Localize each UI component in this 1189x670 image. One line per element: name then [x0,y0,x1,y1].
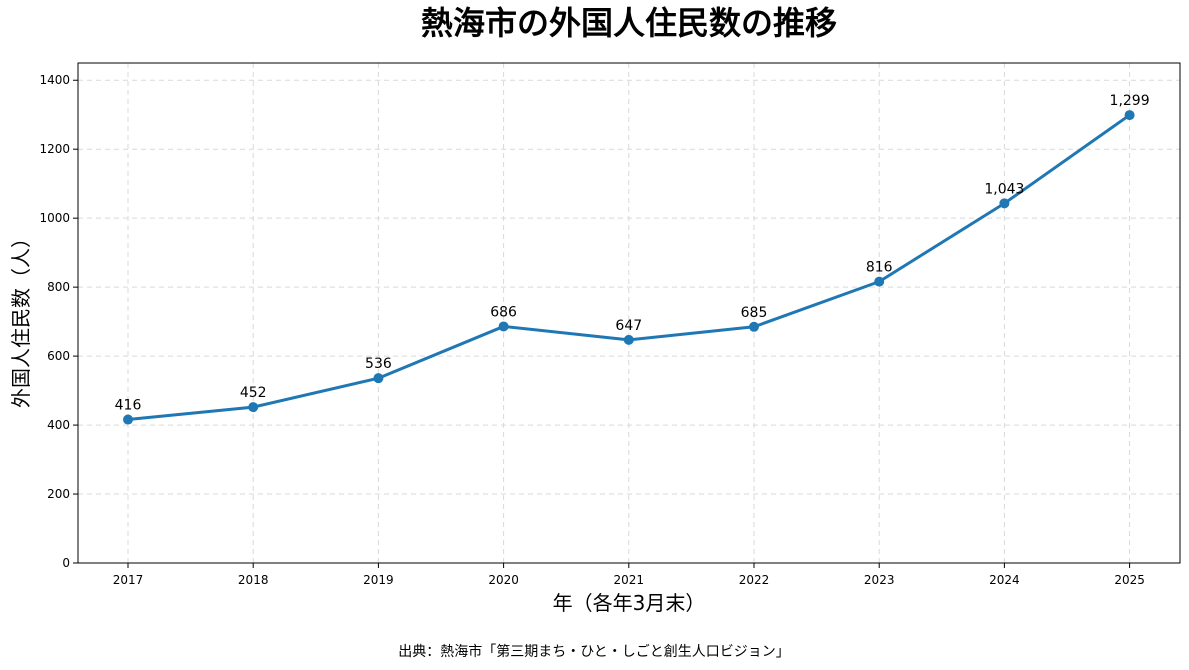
data-label: 416 [115,398,142,414]
data-label: 1,299 [1110,93,1150,109]
data-point [623,334,634,345]
x-tick-label: 2022 [739,573,770,587]
y-tick-label: 1000 [39,211,70,225]
data-labels: 416 452 536 686 647 685 816 1,043 1,299 [115,93,1150,413]
x-axis-ticks: 2017 2018 2019 2020 2021 2022 2023 2024 2025 [113,563,1145,587]
y-axis-label: 外国人住民数（人） [9,228,33,408]
grid [78,63,1180,563]
data-point [123,414,133,425]
data-point [248,402,259,413]
x-tick-label: 2021 [614,573,645,587]
data-label: 1,043 [984,181,1024,197]
y-tick-label: 400 [47,418,70,432]
y-tick-label: 200 [47,487,70,501]
data-label: 686 [490,304,517,320]
y-tick-label: 1400 [39,73,70,87]
chart-title: 熱海市の外国人住民数の推移 [421,4,837,42]
y-axis-ticks: 0 200 400 600 800 1000 1200 1400 [39,73,78,570]
x-tick-label: 2025 [1114,573,1145,587]
data-point [999,198,1010,209]
y-tick-label: 0 [62,556,70,570]
data-points [123,110,1135,425]
data-point [498,321,509,332]
source-note: 出典：熱海市「第三期まち・ひと・しごと創生人口ビジョン」 [398,643,790,660]
data-point [749,321,759,332]
x-axis-label: 年（各年3月末） [553,591,706,615]
data-label: 647 [615,318,642,334]
data-label: 536 [365,356,392,372]
data-point [874,276,885,287]
data-label: 685 [741,305,768,321]
x-tick-label: 2023 [864,573,895,587]
y-tick-label: 800 [47,280,70,294]
y-tick-label: 600 [47,349,70,363]
x-tick-label: 2024 [989,573,1020,587]
data-point [1124,110,1135,121]
data-label: 452 [240,385,267,401]
x-tick-label: 2020 [488,573,519,587]
data-point [373,373,384,384]
data-label: 816 [866,260,893,276]
x-tick-label: 2018 [238,573,269,587]
x-tick-label: 2017 [113,573,144,587]
y-tick-label: 1200 [39,142,70,156]
x-tick-label: 2019 [363,573,394,587]
